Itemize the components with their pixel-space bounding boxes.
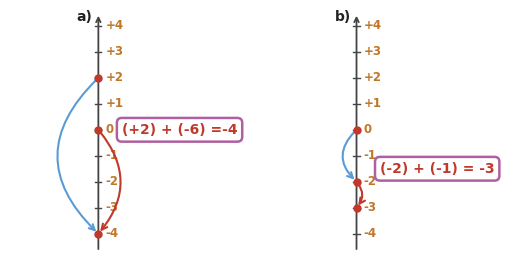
- Text: +1: +1: [364, 97, 382, 110]
- Text: -3: -3: [364, 201, 377, 214]
- Text: -2: -2: [106, 175, 119, 188]
- Text: -2: -2: [364, 175, 377, 188]
- Text: (-2) + (-1) = -3: (-2) + (-1) = -3: [380, 162, 495, 176]
- Text: +2: +2: [364, 71, 382, 84]
- Text: -1: -1: [364, 149, 377, 162]
- Text: +3: +3: [364, 45, 382, 58]
- Text: a): a): [76, 10, 92, 24]
- Text: -1: -1: [106, 149, 119, 162]
- Text: +1: +1: [106, 97, 124, 110]
- Text: +3: +3: [106, 45, 124, 58]
- Text: -3: -3: [106, 201, 119, 214]
- Text: +4: +4: [106, 20, 124, 32]
- Text: b): b): [334, 10, 351, 24]
- Text: 0: 0: [106, 123, 114, 136]
- Text: +2: +2: [106, 71, 124, 84]
- Text: -4: -4: [364, 227, 377, 240]
- Text: 0: 0: [364, 123, 372, 136]
- Text: -4: -4: [106, 227, 119, 240]
- Text: (+2) + (-6) =-4: (+2) + (-6) =-4: [122, 123, 237, 137]
- Text: +4: +4: [364, 20, 382, 32]
